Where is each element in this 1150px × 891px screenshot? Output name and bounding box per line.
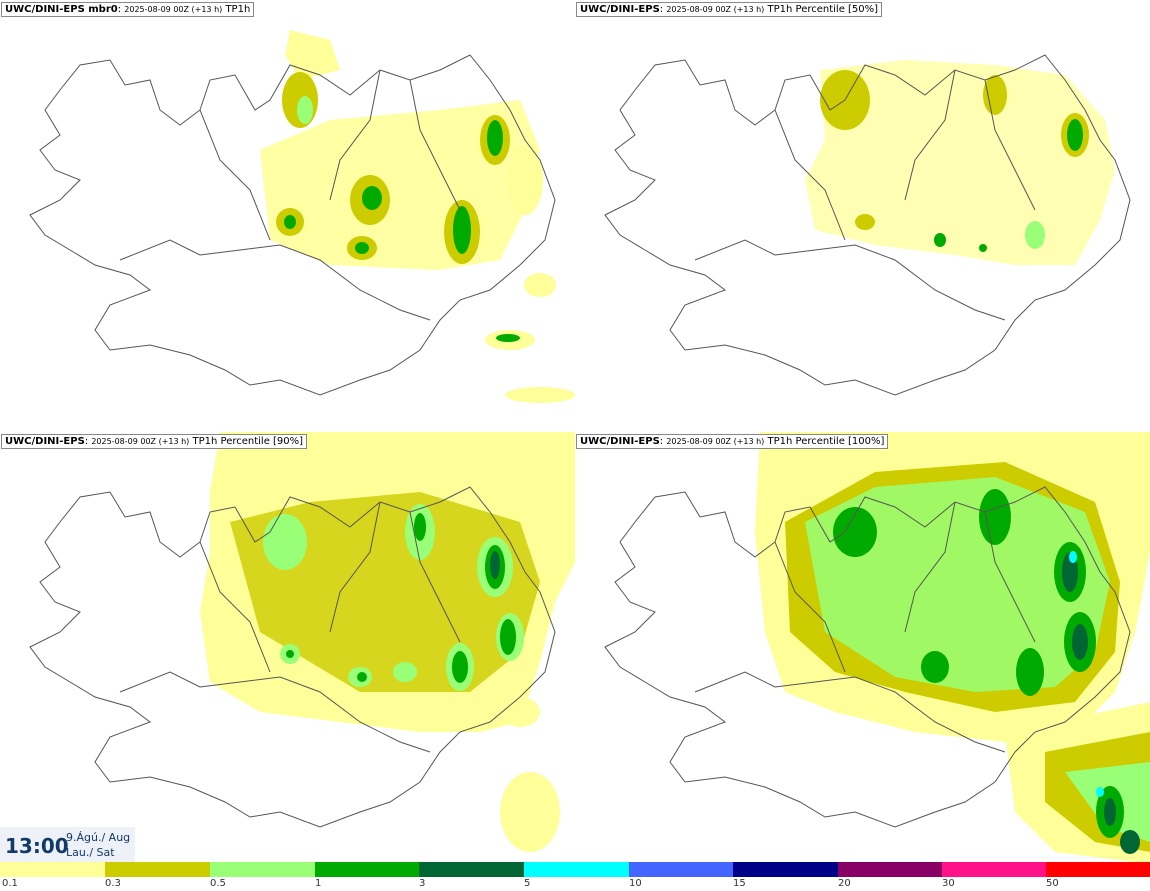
legend-swatch	[838, 862, 942, 877]
coastline	[604, 54, 1131, 396]
precip-field	[805, 60, 1115, 265]
model-name: UWC/DINI-EPS mbr0	[5, 4, 118, 15]
model-name: UWC/DINI-EPS	[580, 436, 660, 447]
model-name: UWC/DINI-EPS	[5, 436, 85, 447]
map-panel-p90: UWC/DINI-EPS: 2025-08-09 00Z (+13 h) TP1…	[0, 432, 575, 864]
panel-title: UWC/DINI-EPS: 2025-08-09 00Z (+13 h) TP1…	[576, 434, 889, 449]
run-time: 2025-08-09 00Z (+13 h)	[91, 437, 190, 446]
run-time: 2025-08-09 00Z (+13 h)	[666, 437, 765, 446]
legend-label: 0.3	[105, 878, 121, 889]
legend-swatch	[210, 862, 315, 877]
valid-date: 9.Ágú./ Aug	[66, 831, 131, 844]
valid-time-box: 13:00 9.Ágú./ Aug Lau./ Sat	[0, 827, 135, 863]
valid-hour: 13:00	[5, 834, 69, 858]
product-name: TP1h	[225, 4, 251, 15]
precip-map	[29, 432, 575, 852]
legend-label: 30	[942, 878, 955, 889]
legend-label: 20	[838, 878, 851, 889]
map-panel-mbr0: UWC/DINI-EPS mbr0: 2025-08-09 00Z (+13 h…	[0, 0, 575, 432]
run-time: 2025-08-09 00Z (+13 h)	[666, 5, 765, 14]
coastline	[604, 486, 1131, 828]
precip-map	[29, 30, 575, 403]
panel-title: UWC/DINI-EPS: 2025-08-09 00Z (+13 h) TP1…	[1, 434, 308, 449]
legend-swatch	[315, 862, 419, 877]
map-panel-p100: UWC/DINI-EPS: 2025-08-09 00Z (+13 h) TP1…	[575, 432, 1150, 864]
coastline	[29, 54, 556, 396]
precip-map	[604, 432, 1150, 864]
legend-label: 1	[315, 878, 322, 889]
legend-swatch	[0, 862, 105, 877]
precip-legend: 0.1 0.3 0.5 1 3 5 10 15 20 30 50	[0, 862, 1150, 891]
legend-swatch	[942, 862, 1046, 877]
legend-swatch	[419, 862, 524, 877]
panel-title: UWC/DINI-EPS mbr0: 2025-08-09 00Z (+13 h…	[1, 2, 255, 17]
valid-day: Lau./ Sat	[66, 846, 115, 859]
precip-field	[200, 432, 575, 852]
precip-map	[604, 54, 1131, 396]
map-panel-p50: UWC/DINI-EPS: 2025-08-09 00Z (+13 h) TP1…	[575, 0, 1150, 432]
product-name: TP1h Percentile [100%]	[767, 436, 885, 447]
panel-title: UWC/DINI-EPS: 2025-08-09 00Z (+13 h) TP1…	[576, 2, 883, 17]
legend-label: 3	[419, 878, 426, 889]
legend-swatch	[105, 862, 210, 877]
coastline	[29, 486, 556, 828]
legend-swatch	[733, 862, 838, 877]
legend-swatch	[1046, 862, 1150, 877]
precip-field	[755, 432, 1150, 864]
legend-label: 15	[733, 878, 746, 889]
precip-field	[260, 30, 575, 403]
legend-label: 50	[1046, 878, 1059, 889]
run-time: 2025-08-09 00Z (+13 h)	[124, 5, 223, 14]
legend-swatch	[524, 862, 629, 877]
product-name: TP1h Percentile [50%]	[767, 4, 879, 15]
legend-swatch	[629, 862, 733, 877]
model-name: UWC/DINI-EPS	[580, 4, 660, 15]
product-name: TP1h Percentile [90%]	[192, 436, 304, 447]
legend-label: 0.1	[2, 878, 18, 889]
legend-label: 5	[524, 878, 531, 889]
legend-label: 0.5	[210, 878, 226, 889]
legend-label: 10	[629, 878, 642, 889]
